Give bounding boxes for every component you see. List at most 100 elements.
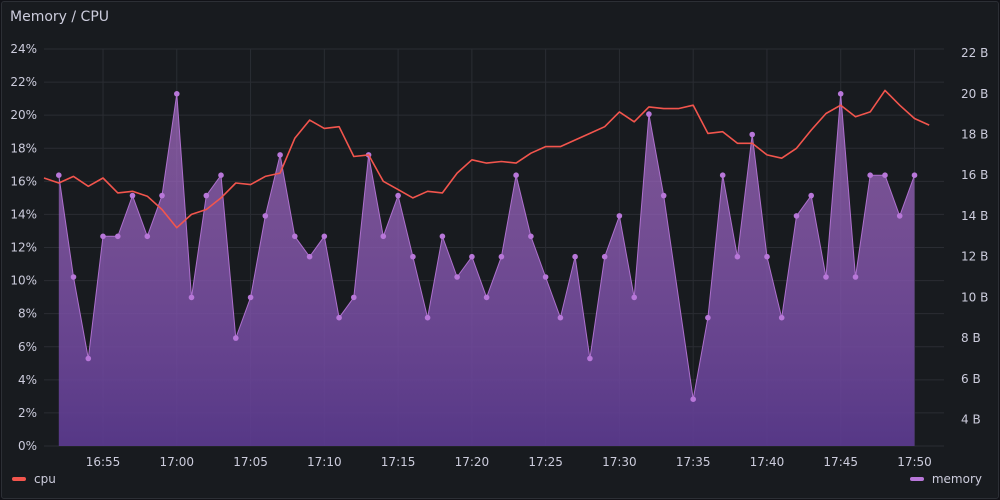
memory-point[interactable] [85,355,92,362]
panel-title: Memory / CPU [10,9,110,25]
memory-point[interactable] [749,131,755,138]
memory-point[interactable] [292,233,298,240]
legend-cpu-label: cpu [34,472,56,486]
x-tick-label: 17:45 [823,455,858,469]
memory-point[interactable] [572,253,578,260]
y-left-tick-label: 6% [18,340,37,354]
x-tick-label: 17:20 [455,455,490,469]
y-left-tick-label: 4% [18,373,37,387]
x-tick-label: 17:35 [676,455,711,469]
y-right-tick-label: 18 B [961,128,988,142]
cpu-swatch [12,477,26,481]
y-left-tick-label: 22% [10,75,37,89]
memory-point[interactable] [542,274,549,280]
memory-point[interactable] [793,213,800,219]
memory-point[interactable] [483,294,490,301]
memory-area [58,93,915,447]
memory-point[interactable] [601,253,608,260]
y-right-tick-label: 14 B [961,209,988,223]
x-tick-label: 17:00 [159,455,194,469]
memory-point[interactable] [587,355,593,362]
x-tick-label: 17:10 [307,455,342,469]
y-left-tick-label: 18% [10,141,37,155]
y-left-tick-label: 14% [10,207,37,221]
y-left-tick-label: 24% [10,42,37,56]
x-tick-label: 17:50 [897,455,932,469]
memory-point[interactable] [557,314,564,321]
memory-swatch [909,477,924,481]
memory-point[interactable] [262,213,269,219]
y-right-tick-label: 16 B [961,168,988,182]
y-right-tick-label: 6 B [961,372,981,386]
memory-point[interactable] [70,274,77,280]
memory-point[interactable] [218,172,224,178]
x-tick-label: 17:05 [233,455,268,469]
memory-point[interactable] [439,233,446,240]
memory-point[interactable] [203,192,210,199]
memory-point[interactable] [410,253,416,260]
memory-point[interactable] [498,253,505,260]
y-right-tick-label: 12 B [961,250,988,264]
x-tick-label: 16:55 [86,455,121,469]
memory-point[interactable] [129,192,136,199]
memory-point[interactable] [188,294,195,301]
memory-point[interactable] [144,233,151,240]
memory-point[interactable] [321,233,328,240]
memory-point[interactable] [823,274,829,280]
x-tick-label: 17:25 [528,455,563,469]
x-tick-label: 17:15 [381,455,416,469]
memory-point[interactable] [100,233,106,240]
y-left-tick-label: 10% [10,274,37,288]
legend-cpu[interactable]: cpu [12,472,56,486]
memory-point[interactable] [233,335,239,341]
memory-point[interactable] [469,253,475,260]
legend-memory[interactable]: memory [909,472,982,486]
memory-point[interactable] [896,213,903,219]
y-left-tick-label: 2% [18,406,37,420]
y-right-tick-label: 20 B [961,87,988,101]
memory-point[interactable] [159,192,165,199]
memory-point[interactable] [882,172,888,178]
memory-point[interactable] [631,294,637,301]
memory-point[interactable] [454,274,460,280]
memory-point[interactable] [174,91,180,97]
memory-point[interactable] [867,172,873,178]
cpu-line [43,89,930,229]
y-left-tick-label: 0% [18,439,37,453]
memory-point[interactable] [528,233,534,240]
memory-point[interactable] [852,274,859,280]
y-left-tick-label: 12% [10,241,37,255]
memory-point[interactable] [808,192,814,199]
memory-point[interactable] [56,172,62,178]
memory-point[interactable] [837,91,844,97]
x-tick-label: 17:30 [602,455,637,469]
memory-point[interactable] [734,253,741,260]
memory-point[interactable] [247,294,254,301]
memory-point[interactable] [646,111,652,117]
memory-point[interactable] [690,396,696,403]
memory-point[interactable] [911,172,918,178]
x-tick-label: 17:40 [750,455,785,469]
y-right-tick-label: 8 B [961,331,981,345]
legend-memory-label: memory [931,472,982,486]
memory-point[interactable] [778,314,785,321]
memory-point[interactable] [764,253,770,260]
memory-point[interactable] [380,233,387,240]
memory-point[interactable] [306,253,313,260]
memory-point[interactable] [660,192,667,199]
memory-point[interactable] [513,172,519,178]
memory-point[interactable] [705,314,711,321]
y-left-tick-label: 16% [10,174,37,188]
y-left-tick-label: 20% [10,108,37,122]
memory-point[interactable] [719,172,726,178]
memory-point[interactable] [336,314,342,321]
memory-point[interactable] [277,152,283,158]
memory-point[interactable] [115,233,121,240]
memory-point[interactable] [395,192,401,199]
y-right-tick-label: 22 B [961,46,988,60]
memory-point[interactable] [351,294,357,301]
y-right-tick-label: 4 B [961,413,981,427]
memory-point[interactable] [424,314,431,321]
memory-point[interactable] [616,213,623,219]
